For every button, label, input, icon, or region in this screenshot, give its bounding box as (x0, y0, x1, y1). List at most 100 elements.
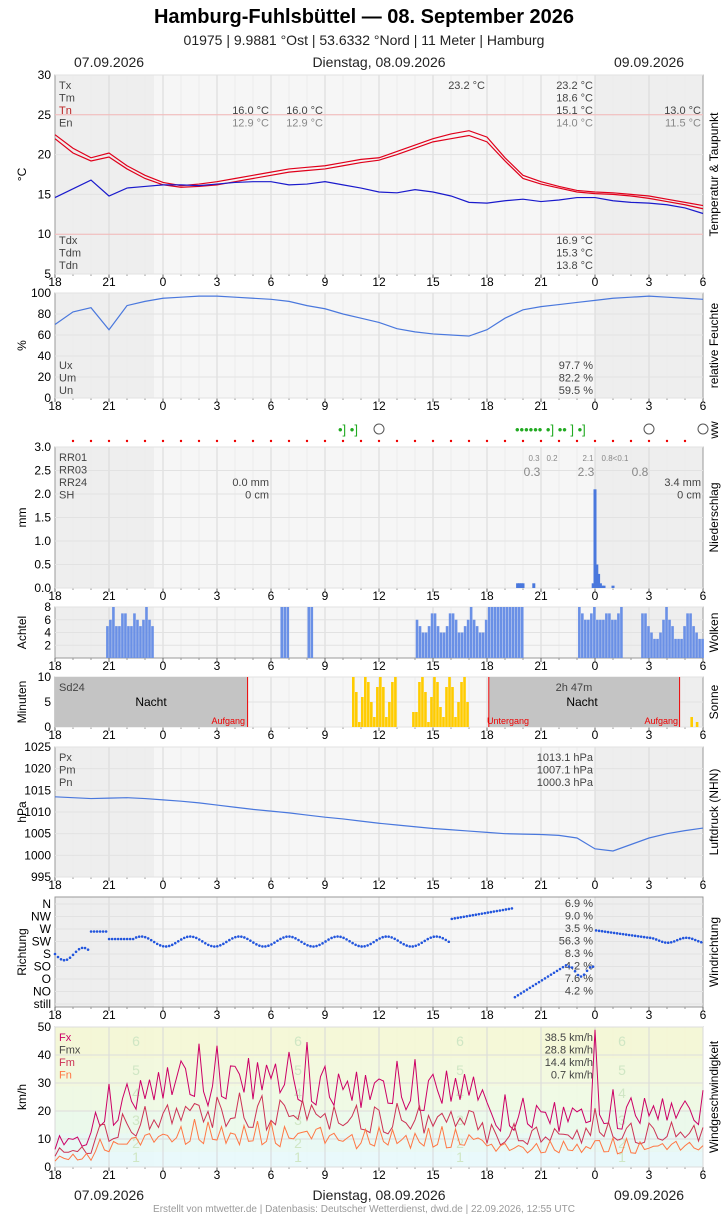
wspd-bft-label: 6 (132, 1033, 140, 1049)
station-info: 01975 | 9.9881 °Ost | 53.6332 °Nord | 11… (183, 32, 545, 48)
wdir-point (507, 907, 511, 911)
cloud-bar (520, 607, 524, 658)
cloud-bar (514, 607, 518, 658)
precip-bar (598, 583, 602, 588)
cloud-bar (445, 626, 449, 658)
sun-ytick-label: 10 (38, 670, 52, 684)
wspd-stat-value: 28.8 km/h (545, 1045, 593, 1057)
wdir-category-label: S (43, 947, 51, 961)
precip-stat-left: 0.0 mm (232, 477, 269, 489)
sun-bar (424, 692, 427, 727)
wdir-xtick-label: 18 (48, 1008, 62, 1022)
wdir-category-label: NW (31, 910, 52, 924)
wdir-category-label: W (40, 922, 52, 936)
wdir-point (381, 935, 384, 939)
hum-ytick-label: 40 (38, 349, 52, 363)
wspd-xtick-label: 9 (322, 1168, 329, 1182)
wdir-point (513, 995, 517, 999)
wdir-point (185, 935, 189, 939)
precip-ytick-label: 2.5 (34, 464, 51, 478)
wdir-point (333, 935, 336, 939)
date-left-bottom: 07.09.2026 (74, 1187, 145, 1203)
clouds-xtick-label: 3 (214, 659, 221, 673)
sunset-label: Untergang (487, 716, 529, 726)
cloud-bar (466, 619, 470, 658)
wdir-point (194, 936, 198, 940)
wdir-point (288, 935, 291, 938)
hum-stat-value: 59.5 % (559, 385, 593, 397)
temp-xtick-label: 6 (268, 275, 275, 289)
press-ylabel: hPa (15, 801, 29, 823)
cloud-bar (617, 613, 620, 658)
wdir-point (378, 937, 381, 940)
temp-ytick-label: 30 (38, 68, 52, 82)
wdir-category-label: SO (34, 960, 51, 974)
wdir-stat-value: 56.3 % (559, 936, 593, 948)
wdir-xtick-label: 3 (214, 1008, 221, 1022)
temp-stat-mid: 12.9 °C (232, 118, 269, 130)
wdir-point (549, 973, 553, 976)
precip-bar (532, 583, 536, 588)
wspd-bft-label: 4 (132, 1085, 140, 1101)
wdir-point (360, 945, 363, 948)
hum-xtick-label: 15 (426, 399, 440, 413)
wdir-point (369, 942, 372, 946)
wdir-point (678, 937, 682, 941)
wdir-category-label: SW (32, 935, 52, 949)
ww-hour-dot (323, 439, 327, 443)
wspd-xtick-label: 6 (268, 1168, 275, 1182)
sun-bar (412, 712, 415, 727)
sun-bar (448, 677, 451, 727)
cloud-bar (641, 613, 644, 658)
ww-hour-dot (647, 439, 651, 443)
wdir-point (312, 945, 315, 948)
press-ytick-label: 1020 (24, 762, 51, 776)
wdir-point (438, 935, 442, 939)
cloud-bar (487, 607, 491, 658)
wdir-point (633, 934, 637, 938)
wdir-category-label: still (34, 997, 51, 1011)
precip-xtick-label: 0 (592, 589, 599, 603)
ww-hour-dot (71, 439, 75, 443)
wspd-stat-value: 0.7 km/h (551, 1070, 593, 1082)
cloud-bar (415, 619, 419, 658)
wdir-point (627, 933, 631, 937)
wdir-point (396, 939, 399, 942)
date-right-top: 09.09.2026 (614, 54, 685, 70)
wdir-point (483, 911, 487, 915)
press-xtick-label: 21 (102, 878, 116, 892)
cloud-bar (683, 626, 686, 658)
dew-stat-value: 15.3 °C (556, 248, 593, 260)
cloud-bar (124, 613, 127, 658)
cloud-bar (460, 632, 464, 658)
cloud-bar (139, 626, 142, 658)
press-ytick-label: 1010 (24, 805, 51, 819)
wdir-point (182, 936, 186, 940)
precip-ytick-label: 1.0 (34, 534, 51, 548)
temp-ytick-label: 20 (38, 148, 52, 162)
wdir-point (146, 937, 150, 940)
precip-stat-right: 0 cm (677, 490, 701, 502)
cloud-bar (106, 626, 109, 658)
temp-stat-right: 13.0 °C (664, 105, 701, 117)
wspd-xtick-label: 0 (592, 1168, 599, 1182)
sun-night-band (488, 677, 680, 727)
precip-bar (521, 583, 525, 588)
wdir-point (558, 967, 562, 971)
ww-hour-dot (449, 439, 453, 443)
wdir-point (645, 936, 649, 939)
press-ytick-label: 1000 (24, 848, 51, 862)
wdir-point (405, 944, 409, 947)
hum-stat-value: 97.7 % (559, 360, 593, 372)
ww-hour-dot (557, 439, 561, 443)
hum-xtick-label: 12 (372, 399, 386, 413)
wdir-point (351, 941, 354, 945)
cloud-bar (602, 619, 605, 658)
sun-xtick-label: 18 (480, 728, 494, 742)
hum-xtick-label: 21 (534, 399, 548, 413)
wdir-point (525, 988, 529, 991)
wspd-xtick-label: 6 (700, 1168, 707, 1182)
wdir-point (149, 938, 153, 942)
wdir-point (65, 958, 69, 961)
hum-ytick-label: 20 (38, 370, 52, 384)
